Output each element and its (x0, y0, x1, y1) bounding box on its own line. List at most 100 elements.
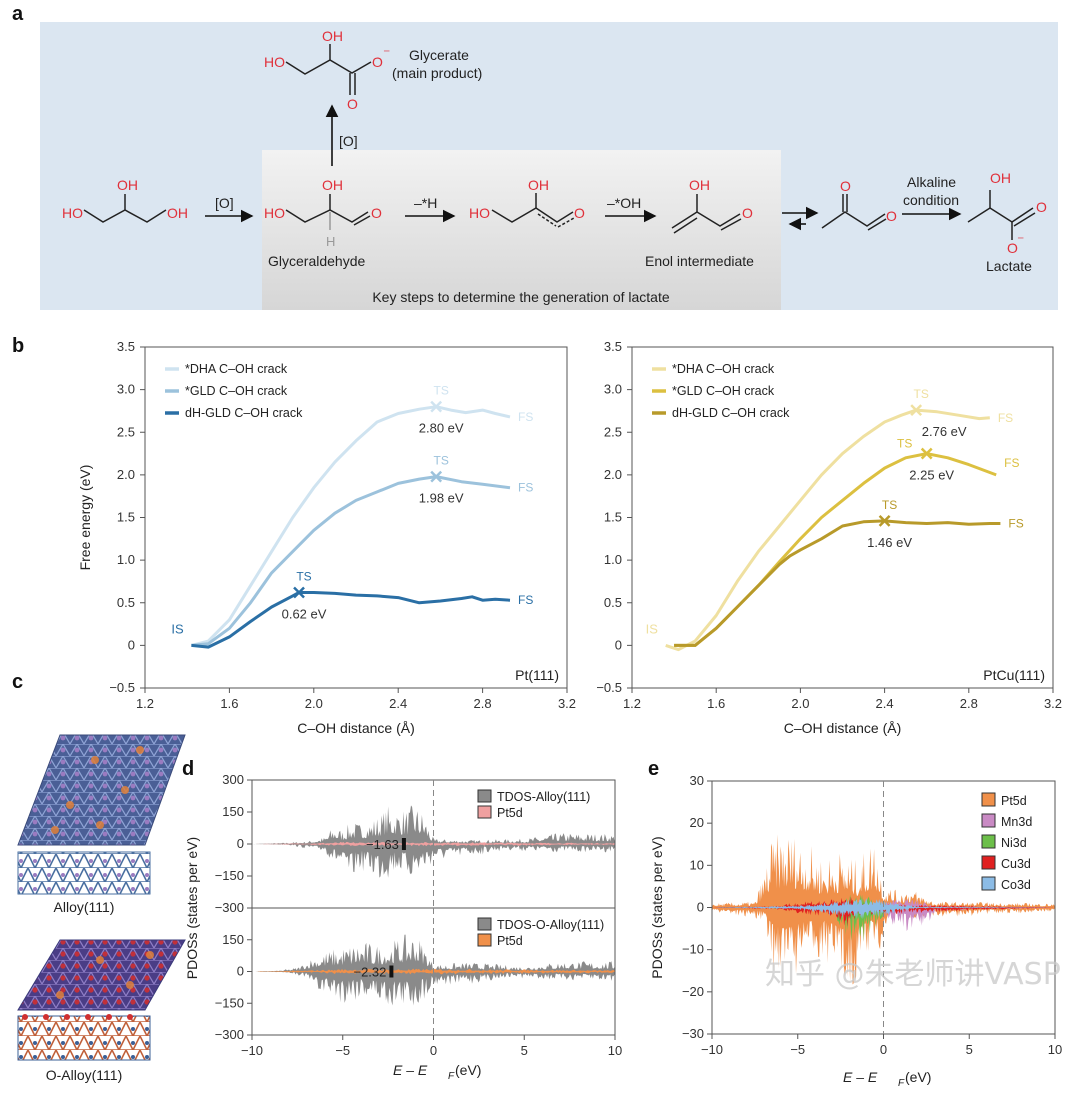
pt5d-up-area (252, 842, 615, 844)
legend-swatch (981, 813, 996, 828)
y-tick-label: 3.0 (117, 382, 135, 397)
y-tick-label: −300 (215, 900, 244, 915)
series-line-2 (674, 519, 1001, 647)
ts-label: TS (434, 384, 449, 398)
legend-label: Mn3d (1001, 815, 1032, 829)
legend-swatch (981, 834, 996, 849)
atom-label: HO (264, 205, 285, 221)
glyceraldehyde-label: Glyceraldehyde (268, 253, 365, 269)
key-steps-caption: Key steps to determine the generation of… (372, 289, 670, 305)
x-axis-label: C–OH distance (Å) (784, 720, 901, 736)
atom-label: O (372, 54, 383, 70)
tdos-up-area (252, 934, 615, 972)
pt5d-down-area (252, 844, 615, 847)
x-tick-label: 2.4 (876, 696, 894, 711)
chart-pdos-d: 300 150 0 −150 −300 −1.63 TDOS-Alloy(111) Pt5d −… (184, 772, 622, 1082)
atom-label: HO (264, 54, 285, 70)
panel-label-c: c (12, 671, 23, 693)
legend-label: Pt5d (497, 806, 523, 820)
y-tick-label: 0 (128, 637, 135, 652)
y-tick-label: −150 (215, 995, 244, 1010)
x-tick-label: 2.8 (474, 696, 492, 711)
ts-label: TS (914, 387, 929, 401)
reaction-arrows (205, 104, 962, 231)
ts-label: TS (296, 570, 311, 584)
x-axis-label: E – E (843, 1069, 878, 1085)
x-tick-label: 5 (521, 1043, 528, 1058)
y-tick-label: −300 (215, 1027, 244, 1042)
panel-c: c Alloy(111) O-Alloy(111) (12, 671, 186, 1083)
atom-label: OH (528, 177, 549, 193)
atom-label: HO (469, 205, 490, 221)
x-tick-label: 1.2 (136, 696, 154, 711)
plot-frame (631, 346, 1054, 689)
legend-label: Pt5d (497, 934, 523, 948)
x-tick-label: 1.6 (220, 696, 238, 711)
x-axis-label-subscript: F (448, 1071, 455, 1082)
condition-label: condition (903, 192, 959, 208)
x-tick-label: 0 (880, 1042, 887, 1057)
x-tick-label: −10 (701, 1042, 723, 1057)
fs-label: FS (518, 593, 533, 607)
panel-a: a HO OH OH [O] (12, 3, 1058, 310)
o-alloy-label: O-Alloy(111) (46, 1067, 123, 1083)
oxidation-up-label: [O] (339, 133, 358, 149)
x-tick-label: 5 (966, 1042, 973, 1057)
pdos-up-area-pt5d (712, 834, 1055, 908)
legend-label: *GLD C–OH crack (185, 384, 288, 398)
x-tick-label: −10 (241, 1043, 263, 1058)
legend-label: TDOS-O-Alloy(111) (497, 918, 604, 932)
bond-lines (83, 44, 1036, 240)
tdos-up-area (252, 805, 615, 844)
ts-marker (920, 447, 933, 460)
alloy-top-view (17, 734, 186, 846)
legend-label: *GLD C–OH crack (672, 384, 775, 398)
legend-label: Ni3d (1001, 836, 1027, 850)
fs-label: FS (1008, 516, 1023, 530)
fs-label: FS (998, 411, 1013, 425)
chart-ptcu111: 1.2 1.6 2.0 2.4 2.8 3.2 3.5 3.0 2.5 2.0 1.5 1.0 0.5 0… (596, 339, 1062, 736)
panel-label-e: e (648, 758, 659, 780)
y-tick-label: 2.5 (604, 424, 622, 439)
glycerate-label: Glycerate (409, 47, 469, 63)
dehydroxylation-label: –*OH (607, 195, 641, 211)
atom-label: OH (167, 205, 188, 221)
y-tick-label: 1.5 (604, 510, 622, 525)
y-axis-label: PDOSs (states per eV) (649, 836, 665, 978)
panel-label-a: a (12, 3, 24, 25)
fs-label: FS (518, 481, 533, 495)
atom-charge: ⁻ (1017, 232, 1024, 248)
legend-label: *DHA C–OH crack (185, 362, 288, 376)
pdos-up-area-cu3d (712, 896, 1055, 908)
barrier-energy-label: 1.98 eV (419, 491, 464, 506)
oxidation-label: [O] (215, 195, 234, 211)
legend-label: dH-GLD C–OH crack (672, 406, 790, 420)
legend-label: TDOS-Alloy(111) (497, 790, 590, 804)
x-axis-label: C–OH distance (Å) (297, 720, 414, 736)
chart-pt111: 1.2 1.6 2.0 2.4 2.8 3.2 3.5 3.0 2.5 2.0 1.5 1.0 0.5 0… (77, 339, 576, 736)
legend-swatch (981, 792, 996, 807)
atom-label: H (326, 234, 335, 249)
barrier-energy-label: 1.46 eV (867, 535, 912, 550)
y-tick-label: 3.5 (604, 339, 622, 354)
atom-label: O (1007, 240, 1018, 256)
atom-label: O (742, 205, 753, 221)
x-tick-label: 10 (1048, 1042, 1062, 1057)
o-alloy-side-view (17, 1015, 151, 1061)
legend-label: *DHA C–OH crack (672, 362, 775, 376)
x-tick-label: 2.4 (389, 696, 407, 711)
main-product-note: (main product) (392, 65, 482, 81)
series-line-2 (191, 591, 511, 649)
barrier-energy-label: 2.80 eV (419, 421, 464, 436)
ts-marker (293, 586, 305, 599)
legend-swatch (981, 876, 996, 891)
y-axis-label: Free energy (eV) (77, 465, 93, 571)
x-tick-label: 2.0 (305, 696, 323, 711)
legend-swatch (477, 789, 492, 803)
y-tick-label: −0.5 (596, 680, 622, 695)
x-tick-label: −5 (335, 1043, 350, 1058)
dehydrogenation-label: –*H (414, 195, 437, 211)
atom-label: O (371, 205, 382, 221)
barrier-energy-label: 2.25 eV (909, 468, 954, 483)
atom-label: OH (322, 28, 343, 44)
